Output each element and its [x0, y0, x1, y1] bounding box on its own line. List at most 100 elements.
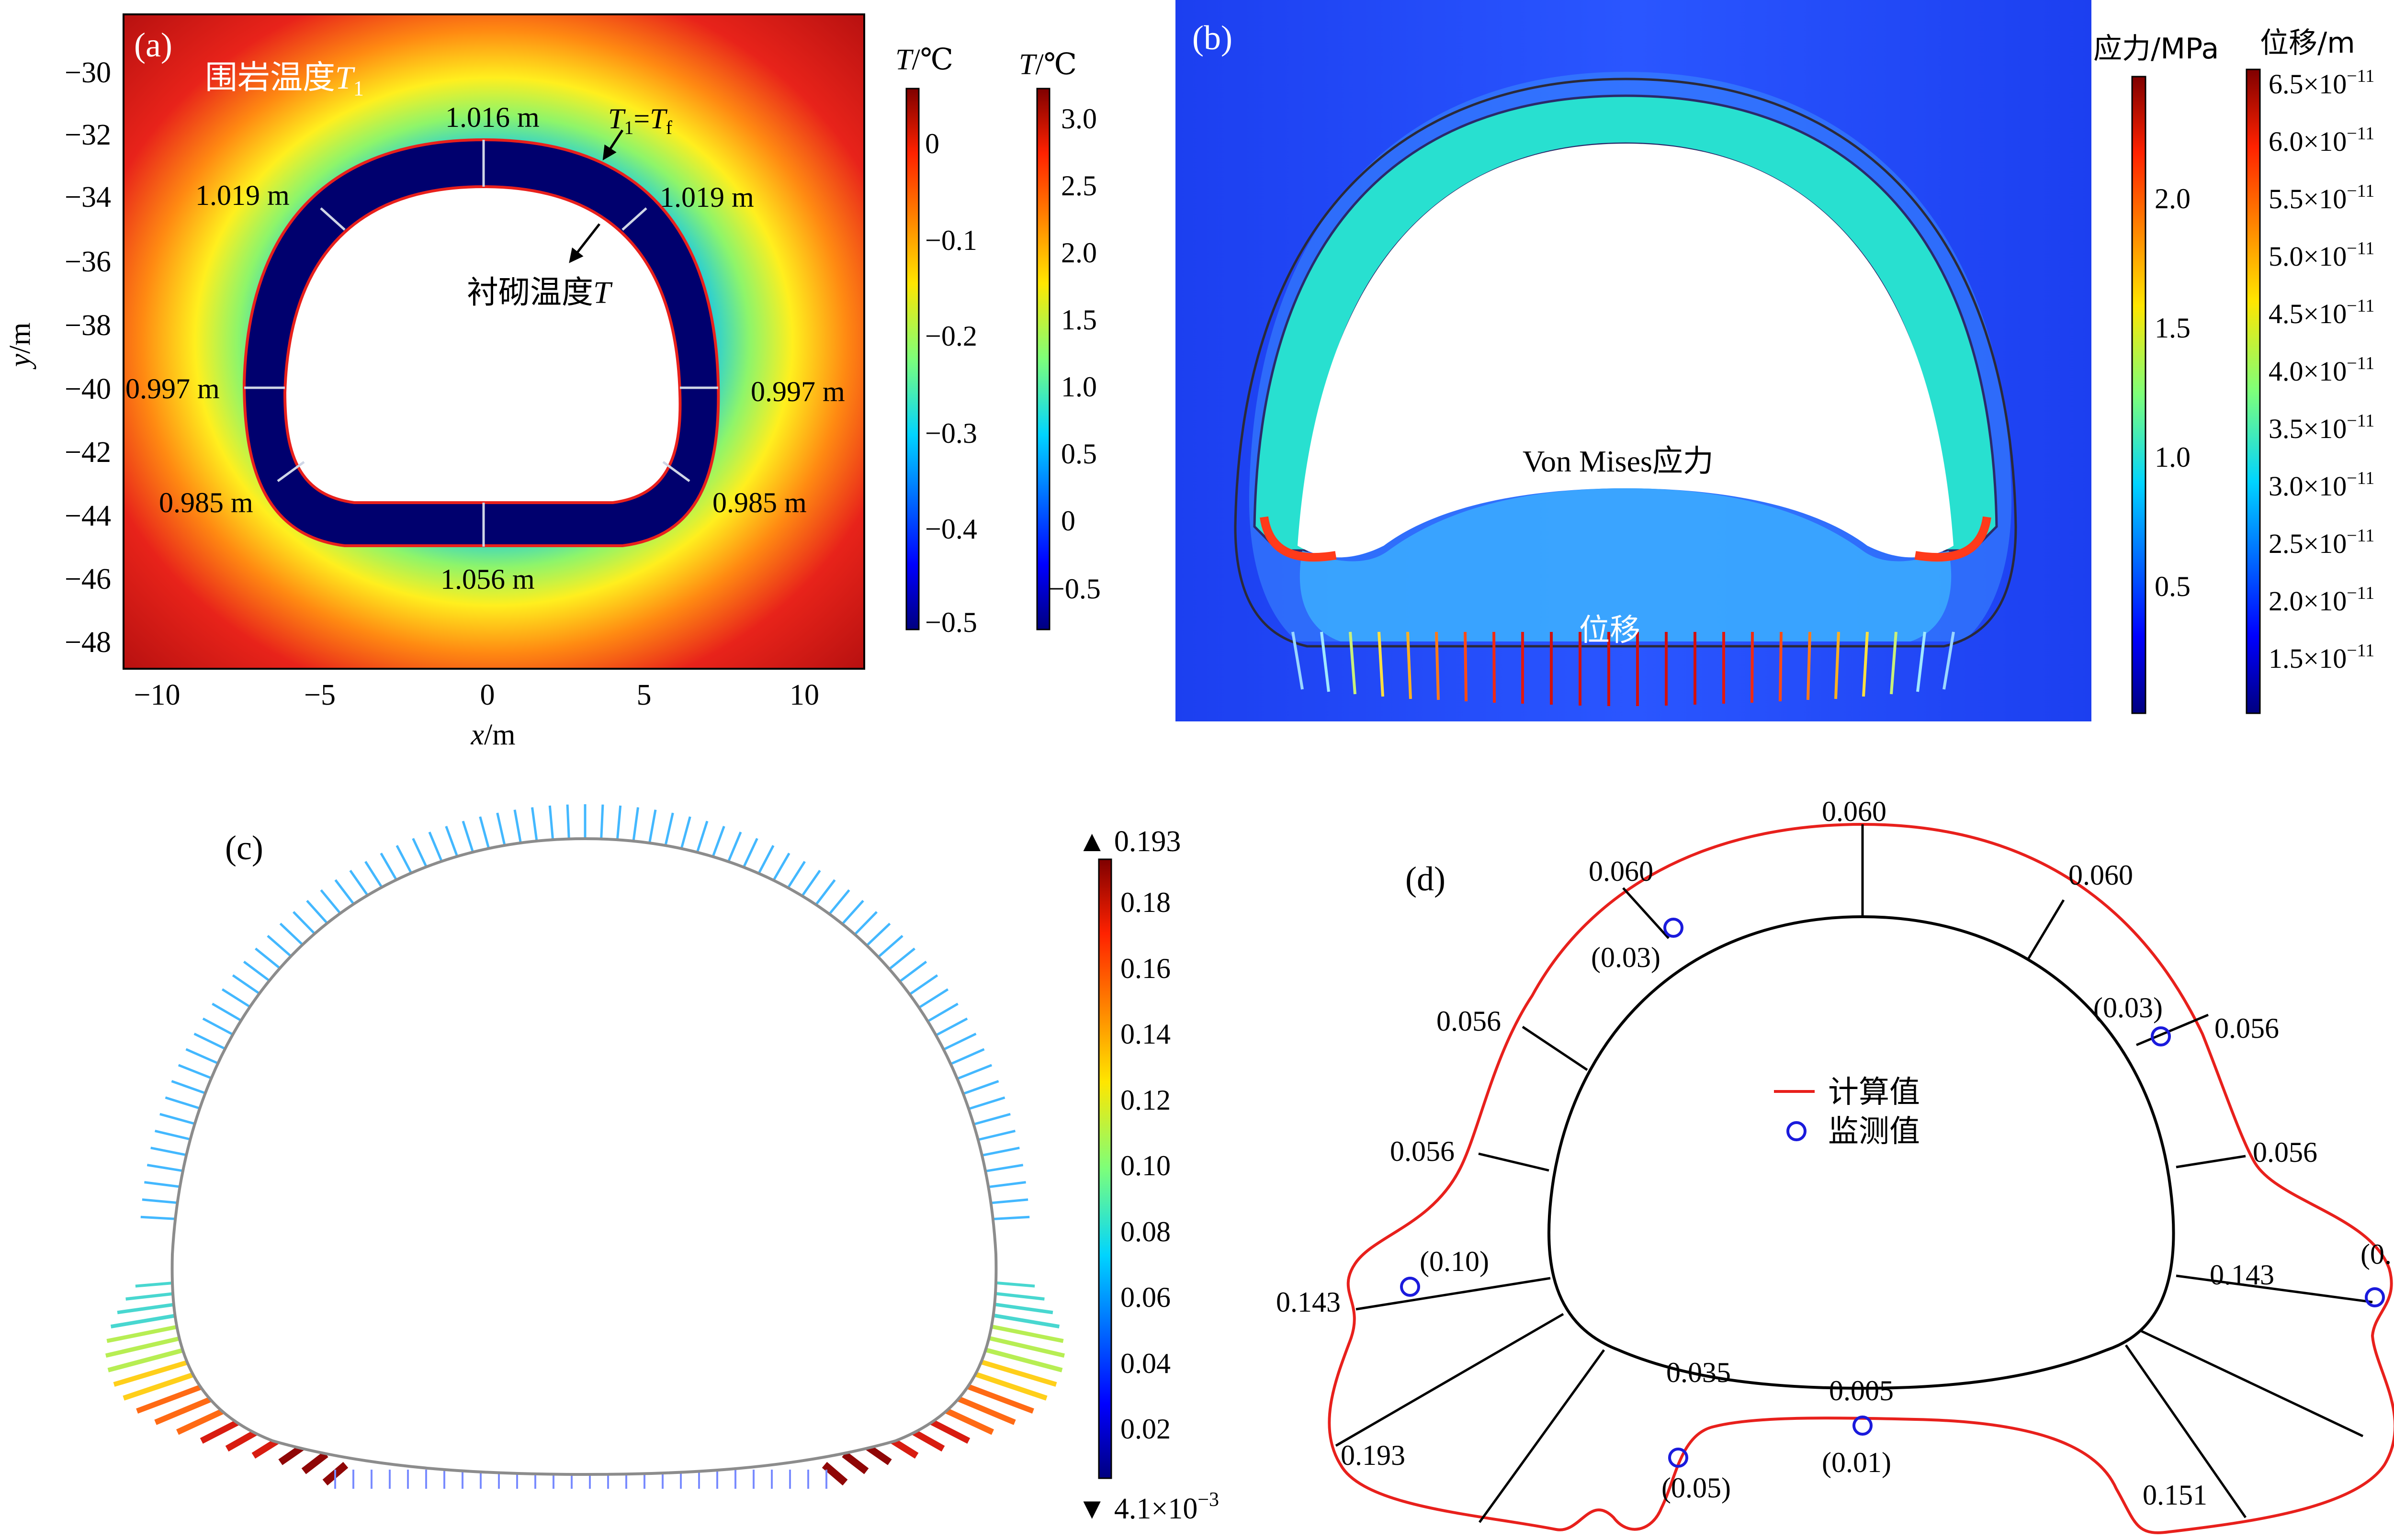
- monitored-value-label: (0.03): [1591, 942, 1660, 973]
- pressure-arrow: [364, 861, 385, 891]
- pressure-arrow: [125, 1292, 174, 1301]
- stress-colorbar-ticks: 2.0 1.5 1.0 0.5: [2155, 183, 2191, 602]
- pressure-arrow: [202, 1017, 236, 1037]
- pressure-arrow: [600, 804, 604, 838]
- colorbar-tick-label: 2.0: [2155, 183, 2191, 214]
- y-axis-title: y/m: [4, 323, 36, 370]
- colorbar-tick-label: 0.04: [1120, 1348, 1171, 1379]
- pressure-arrow: [992, 1215, 1030, 1221]
- legend-computed-label: 计算值: [1828, 1075, 1920, 1110]
- pressure-arrow: [926, 1002, 959, 1023]
- colorbar-tick-label: 2.5: [1061, 170, 1097, 202]
- colorbar-tick-label: 0.06: [1120, 1281, 1171, 1313]
- colorbar-tick-label: 0: [925, 128, 939, 159]
- pressure-arrow: [994, 1303, 1053, 1315]
- colorbar-tick-label: −0.1: [925, 225, 977, 256]
- y-tick-label: −48: [65, 626, 111, 659]
- computed-value-label: 0.060: [1589, 855, 1653, 887]
- colorbar-tick-label: 0.16: [1120, 953, 1171, 984]
- lining-outline-outer: [1234, 78, 2017, 648]
- colorbar-tick-label: 0: [1061, 505, 1075, 537]
- pressure-arrow: [851, 911, 878, 938]
- pressure-arrow: [978, 1129, 1016, 1141]
- displacement-arrows: [1291, 631, 1955, 706]
- colorbar-tick-label: 0.5: [2155, 571, 2191, 602]
- thickness-markers: [244, 140, 718, 547]
- displacement-colorbar-title: 位移/m: [2260, 26, 2355, 60]
- pressure-arrow: [479, 816, 490, 850]
- thickness-label: 1.019 m: [195, 180, 290, 211]
- monitored-value-label: (0.05): [1661, 1472, 1731, 1504]
- thickness-label: 1.019 m: [660, 181, 754, 213]
- panel-a-x-axis: −10 −5 0 5 10: [134, 679, 819, 711]
- colorbar-tick-label: 0.08: [1120, 1216, 1171, 1248]
- computed-value-label: 0.143: [2210, 1259, 2274, 1291]
- pressure-arrow: [907, 974, 938, 997]
- colorbar-2-ticks: 3.0 2.5 2.0 1.5 1.0 0.5 0 −0.5: [1049, 103, 1101, 605]
- y-tick-label: −36: [65, 246, 111, 278]
- monitored-value-label: (0.10): [1420, 1246, 1489, 1277]
- pressure-arrow: [395, 845, 414, 877]
- pressure-arrow: [212, 1002, 245, 1023]
- thickness-label: 1.056 m: [440, 563, 535, 595]
- corner-stress-left: [1260, 516, 1337, 562]
- pressure-arrow: [916, 988, 949, 1010]
- computed-value-label: 0.193: [1341, 1439, 1405, 1471]
- monitored-value-label: (0.03): [2093, 992, 2163, 1023]
- x-tick-label: 5: [637, 679, 652, 711]
- pressure-arrow: [842, 1451, 869, 1474]
- pressure-arrow: [996, 1281, 1035, 1288]
- pressure-arrow: [107, 1345, 196, 1372]
- pressure-arrow: [221, 988, 254, 1010]
- pressure-arrow: [826, 889, 850, 918]
- y-tick-label: −40: [65, 373, 111, 405]
- colorbar-tick-label: 1.5×10−11: [2269, 641, 2374, 674]
- panel-c-colorbar-ticks: 0.18 0.16 0.14 0.12 0.10 0.08 0.06 0.04 …: [1120, 887, 1171, 1445]
- colorbar-tick-label: 1.5: [2155, 312, 2191, 344]
- displacement-label: 位移: [1579, 613, 1640, 648]
- monitored-marker: [2365, 1287, 2385, 1307]
- pressure-arrow: [185, 1048, 221, 1066]
- computed-value-label: 0.056: [2253, 1136, 2317, 1168]
- monitored-marker: [1852, 1416, 1873, 1436]
- displacement-colorbar-ticks: 6.5×10−11 6.0×10−11 5.5×10−11 5.0×10−11 4.5×…: [2269, 66, 2374, 674]
- computed-value-label: 0.151: [2143, 1479, 2207, 1511]
- colorbar-min-label: ▼ 4.1×10−3: [1077, 1489, 1219, 1525]
- colorbar-tick-label: 3.5×10−11: [2269, 411, 2374, 444]
- colorbar-tick-label: 2.0: [1061, 237, 1097, 269]
- pressure-arrow: [632, 807, 639, 841]
- pressure-arrow: [974, 1345, 1063, 1372]
- pressure-arrow: [243, 960, 274, 984]
- pressure-arrow: [957, 1064, 993, 1080]
- monitored-marker: [2151, 1026, 2171, 1046]
- colorbar-tick-label: 0.5: [1061, 438, 1097, 470]
- computed-value-labels: 0.060 0.060 0.060 0.056 0.056 0.056 0.05…: [1276, 796, 2317, 1511]
- pressure-arrow: [886, 947, 915, 972]
- panel-c-colorbar: [1098, 858, 1112, 1479]
- panel-a: (a) 围岩温度T1 T1=Tf 衬砌温度T 1.016 m 1.019 m 1…: [4, 13, 1101, 751]
- x-axis-title: x/m: [471, 719, 516, 751]
- pressure-arrow: [566, 804, 570, 838]
- pressure-arrow: [982, 1147, 1020, 1157]
- colorbar-tick-label: 0.14: [1120, 1018, 1171, 1050]
- pressure-arrow: [726, 832, 742, 864]
- pressure-arrow: [680, 816, 691, 850]
- pressure-arrow: [135, 1281, 174, 1288]
- thickness-label: 0.985 m: [159, 487, 253, 518]
- colorbar-tick-label: 1.0: [2155, 441, 2191, 473]
- thickness-label: 1.016 m: [445, 101, 540, 133]
- pressure-arrow: [981, 1334, 1065, 1358]
- pressure-arrow: [255, 947, 284, 972]
- colorbar-tick-label: 2.0×10−11: [2269, 583, 2374, 617]
- pressure-arrow: [193, 1033, 228, 1051]
- pressure-arrow: [428, 832, 444, 864]
- pressure-arrow: [813, 879, 836, 909]
- computed-value-label: 0.056: [1390, 1135, 1455, 1167]
- pressure-arrow: [178, 1064, 214, 1080]
- pressure-arrow: [875, 935, 903, 960]
- colorbar-tick-label: −0.3: [925, 417, 977, 449]
- von-mises-label: Von Mises应力: [1523, 444, 1714, 478]
- colorbar-1-ticks: 0 −0.1 −0.2 −0.3 −0.4 −0.5: [925, 128, 977, 638]
- colorbar-tick-label: −0.5: [1049, 573, 1101, 605]
- pressure-arrow: [985, 1164, 1024, 1172]
